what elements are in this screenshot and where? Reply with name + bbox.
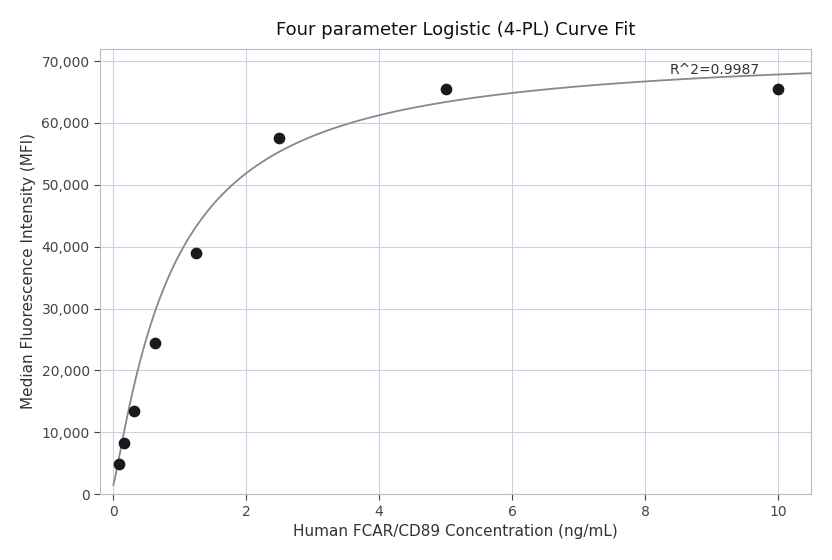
Y-axis label: Median Fluorescence Intensity (MFI): Median Fluorescence Intensity (MFI) [21, 133, 36, 409]
Point [117, 438, 131, 447]
Point [148, 338, 161, 347]
Point [273, 134, 286, 143]
Point [771, 85, 785, 94]
Point [439, 85, 453, 94]
Text: R^2=0.9987: R^2=0.9987 [669, 63, 760, 77]
X-axis label: Human FCAR/CD89 Concentration (ng/mL): Human FCAR/CD89 Concentration (ng/mL) [293, 524, 618, 539]
Title: Four parameter Logistic (4-PL) Curve Fit: Four parameter Logistic (4-PL) Curve Fit [276, 21, 636, 39]
Point [190, 249, 203, 258]
Point [127, 406, 141, 415]
Point [111, 460, 125, 469]
